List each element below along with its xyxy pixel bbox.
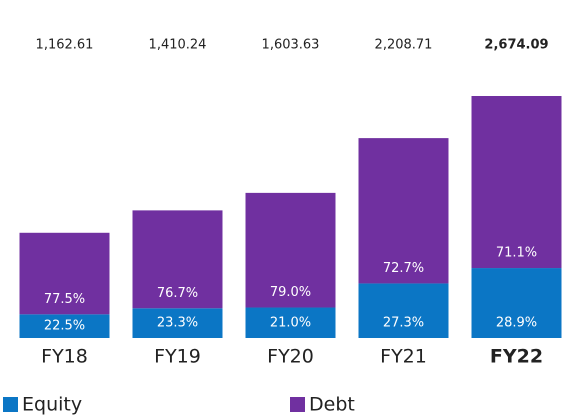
- data-label: 76.7%: [157, 286, 198, 301]
- bar-segment: [19, 232, 110, 315]
- bar-segment: [132, 308, 223, 338]
- data-label: 72.7%: [383, 261, 424, 276]
- bar-segment: [245, 307, 336, 338]
- total-label: 1,410.24: [149, 38, 207, 53]
- total-label: 1,162.61: [36, 38, 94, 53]
- legend-label: Equity: [22, 394, 82, 416]
- x-tick-label: FY19: [154, 346, 201, 368]
- data-label: 21.0%: [270, 316, 311, 331]
- x-tick-label: FY20: [267, 346, 314, 368]
- data-label: 28.9%: [496, 316, 537, 331]
- x-tick-label: FY22: [490, 346, 543, 368]
- total-label: 1,603.63: [262, 38, 320, 53]
- data-label: 77.5%: [44, 292, 85, 307]
- total-label: 2,674.09: [484, 38, 548, 53]
- legend-swatch: [3, 397, 18, 412]
- data-label: 79.0%: [270, 285, 311, 300]
- bar-segment: [471, 268, 562, 338]
- legend-label: Debt: [309, 394, 355, 416]
- data-label: 27.3%: [383, 316, 424, 331]
- legend-swatch: [290, 397, 305, 412]
- bar-segment: [132, 210, 223, 309]
- data-label: 23.3%: [157, 316, 198, 331]
- bar-segment: [19, 314, 110, 338]
- data-label: 71.1%: [496, 246, 537, 261]
- bar-segment: [245, 192, 336, 308]
- bar-segment: [471, 96, 562, 269]
- x-tick-label: FY21: [380, 346, 427, 368]
- bar-segment: [358, 138, 449, 284]
- total-label: 2,208.71: [375, 38, 433, 53]
- bar-segment: [358, 283, 449, 338]
- data-label: 22.5%: [44, 319, 85, 334]
- x-tick-label: FY18: [41, 346, 88, 368]
